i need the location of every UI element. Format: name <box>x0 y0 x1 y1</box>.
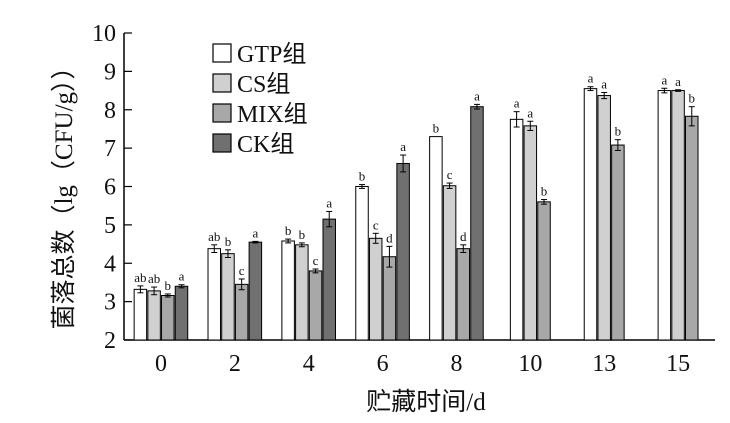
significance-label: a <box>675 74 681 89</box>
bar <box>133 288 148 341</box>
x-tick-label: 15 <box>666 351 690 377</box>
significance-label: a <box>474 88 480 103</box>
significance-label: b <box>225 234 232 249</box>
legend-label: CK组 <box>237 131 294 158</box>
bar <box>597 95 611 341</box>
y-tick-label: 3 <box>104 290 116 316</box>
bar <box>523 125 538 341</box>
legend-swatch <box>212 133 232 153</box>
significance-label: a <box>514 96 520 111</box>
bar <box>368 237 383 341</box>
legend-label: GTP组 <box>237 41 306 68</box>
significance-label: a <box>252 225 258 240</box>
x-tick-label: 8 <box>450 351 462 377</box>
significance-label: d <box>460 229 467 244</box>
significance-label: c <box>239 263 245 278</box>
y-tick-label: 7 <box>104 136 116 162</box>
bar <box>147 290 161 341</box>
significance-label: b <box>689 91 696 106</box>
significance-label: a <box>400 139 406 154</box>
bar <box>456 248 471 341</box>
bar <box>671 90 685 341</box>
bar <box>442 185 457 341</box>
significance-label: a <box>179 269 185 284</box>
x-tick-label: 13 <box>592 351 616 377</box>
bar <box>685 115 699 341</box>
bar <box>295 244 309 341</box>
significance-label: a <box>601 76 607 91</box>
y-tick-label: 5 <box>104 213 116 239</box>
y-tick-label: 9 <box>104 59 116 85</box>
significance-label: b <box>299 227 306 242</box>
bar <box>429 136 443 341</box>
significance-label: b <box>165 278 172 293</box>
x-tick-label: 4 <box>303 351 315 377</box>
x-tick-label: 10 <box>518 351 542 377</box>
chart-legend: GTP组 CS组 MIX组 CK组 <box>212 41 308 158</box>
significance-label: b <box>359 169 366 184</box>
legend-swatch <box>212 43 232 63</box>
chart-axes: 2 3 4 5 6 7 8 9 10 0 2 4 6 8 10 13 15 <box>92 21 715 377</box>
significance-label: c <box>373 217 379 232</box>
bar <box>509 118 524 341</box>
significance-label: a <box>661 72 667 87</box>
significance-label: a <box>588 71 594 86</box>
significance-label: a <box>326 195 332 210</box>
bar <box>174 285 189 341</box>
bar <box>470 106 484 341</box>
bar <box>322 218 336 341</box>
x-tick-label: 2 <box>229 351 241 377</box>
y-tick-label: 2 <box>104 328 116 354</box>
significance-label: b <box>433 121 440 136</box>
bar <box>583 88 598 341</box>
x-axis-label: 贮藏时间/d <box>366 388 486 416</box>
significance-label: b <box>285 223 292 238</box>
bar <box>281 240 295 341</box>
bar <box>537 201 551 341</box>
bar <box>234 283 249 341</box>
bar <box>611 144 625 341</box>
significance-label: b <box>615 124 622 139</box>
significance-label: b <box>541 184 548 199</box>
legend-label: CS组 <box>237 71 290 98</box>
bar <box>355 186 369 341</box>
y-axis-label: 菌落总数（lg（CFU/g）） <box>50 54 78 329</box>
x-tick-label: 6 <box>377 351 389 377</box>
significance-label: a <box>527 105 533 120</box>
significance-label: c <box>447 167 453 182</box>
significance-label: ab <box>148 271 160 286</box>
bar <box>248 241 263 341</box>
y-tick-label: 10 <box>92 21 116 47</box>
significance-label: c <box>313 253 319 268</box>
significance-label: d <box>386 230 393 245</box>
legend-swatch <box>212 73 232 93</box>
y-tick-label: 6 <box>104 175 116 201</box>
bar <box>161 294 175 341</box>
significance-label: ab <box>208 229 220 244</box>
legend-label: MIX组 <box>237 101 308 128</box>
bar <box>382 256 397 341</box>
bar <box>207 248 222 341</box>
bar <box>308 270 323 341</box>
y-tick-label: 4 <box>104 251 116 277</box>
y-tick-label: 8 <box>104 98 116 124</box>
x-tick-label: 0 <box>155 351 167 377</box>
bar <box>221 253 235 341</box>
bar <box>396 162 410 341</box>
legend-swatch <box>212 103 232 123</box>
bar <box>657 90 672 341</box>
significance-label: ab <box>134 270 146 285</box>
